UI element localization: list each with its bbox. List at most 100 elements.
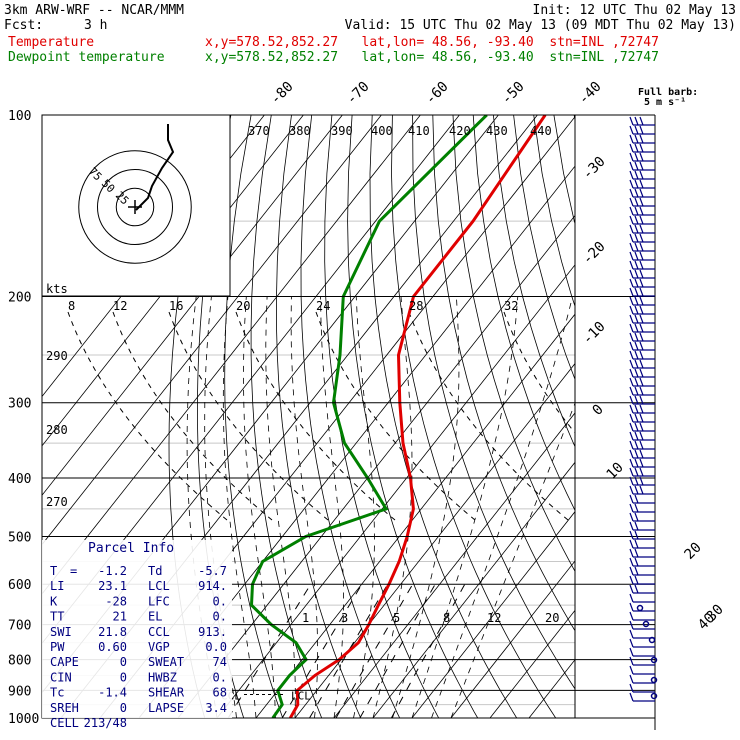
parcel-info-value: 0. bbox=[213, 670, 227, 684]
wind-barb bbox=[629, 584, 655, 594]
isotherm-line bbox=[255, 313, 575, 718]
parcel-info-value: 68 bbox=[213, 686, 227, 700]
temperature-tick-label: -40 bbox=[576, 79, 605, 108]
temperature-tick-label: -70 bbox=[344, 79, 373, 108]
wind-barb bbox=[629, 233, 655, 243]
mixing-ratio-label: 3 bbox=[341, 611, 348, 625]
dry-adiabat-line bbox=[324, 115, 440, 718]
wind-barb bbox=[629, 674, 655, 684]
theta-label: 370 bbox=[248, 124, 270, 138]
wind-barb bbox=[629, 368, 655, 378]
hodograph-box bbox=[41, 114, 231, 297]
temperature-tick-label: 10 bbox=[604, 460, 627, 483]
wind-barb bbox=[629, 314, 655, 324]
wind-barb bbox=[629, 260, 655, 270]
isotherm-line bbox=[450, 560, 575, 718]
dewpoint-location: x,y=578.52,852.27 lat,lon= 48.56, -93.40… bbox=[205, 50, 659, 65]
wind-barb bbox=[629, 458, 655, 468]
wind-barb bbox=[629, 269, 655, 279]
theta-label: 420 bbox=[449, 124, 471, 138]
theta-label: 290 bbox=[46, 349, 68, 363]
moist-adiabat-line bbox=[392, 296, 460, 718]
wind-barb bbox=[629, 548, 655, 558]
theta-label: 280 bbox=[46, 423, 68, 437]
temperature-tick-label: 0 bbox=[590, 402, 607, 419]
valid-time: Valid: 15 UTC Thu 02 May 13 (09 MDT Thu … bbox=[344, 18, 736, 33]
wind-barb bbox=[629, 467, 655, 477]
parcel-info-value: 0. bbox=[213, 610, 227, 624]
wind-barb bbox=[629, 116, 655, 126]
parcel-info-box bbox=[42, 540, 232, 718]
calm-wind-marker bbox=[636, 604, 644, 612]
mixing-ratio-label: 8 bbox=[443, 611, 450, 625]
wind-barb bbox=[629, 638, 655, 648]
pressure-label: 100 bbox=[8, 109, 31, 124]
wind-barb bbox=[629, 683, 655, 693]
pressure-label: 1000 bbox=[8, 712, 39, 727]
parcel-info-value: 21.8 bbox=[98, 625, 127, 639]
wind-speed-label: 32 bbox=[504, 299, 518, 313]
pressure-label: 600 bbox=[8, 578, 31, 593]
wind-barb bbox=[629, 512, 655, 522]
wind-barb bbox=[629, 143, 655, 153]
dry-adiabat-line bbox=[369, 115, 518, 718]
barb-legend-title: Full barb: bbox=[638, 87, 698, 98]
wind-speed-curve bbox=[235, 311, 396, 521]
wind-barb bbox=[629, 530, 655, 540]
mixing-ratio-label: 12 bbox=[487, 611, 501, 625]
wind-barb bbox=[629, 647, 655, 657]
wind-speed-label: 24 bbox=[316, 299, 330, 313]
hodograph-trace bbox=[135, 124, 175, 211]
wind-barb bbox=[629, 593, 655, 603]
wind-barb bbox=[629, 440, 655, 450]
forecast-hours: 3 h bbox=[84, 18, 108, 33]
wind-barb bbox=[629, 197, 655, 207]
wind-barb bbox=[629, 377, 655, 387]
isotherm-line bbox=[294, 362, 575, 718]
calm-wind-marker bbox=[650, 692, 658, 700]
parcel-info-key: PW bbox=[50, 640, 65, 654]
parcel-info-key: SHEAR bbox=[148, 686, 185, 700]
parcel-info-value: -28 bbox=[105, 594, 127, 608]
mixing-ratio-label: 1 bbox=[302, 611, 309, 625]
calm-wind-marker bbox=[650, 676, 658, 684]
temperature-tick-label: -10 bbox=[580, 319, 609, 348]
pressure-label: 300 bbox=[8, 397, 31, 412]
isotherm-line bbox=[42, 115, 382, 546]
temperature-location: x,y=578.52,852.27 lat,lon= 48.56, -93.40… bbox=[205, 35, 659, 50]
parcel-info-key: SWEAT bbox=[148, 655, 184, 669]
parcel-info-value: 0 bbox=[120, 655, 127, 669]
dry-adiabat-line bbox=[300, 115, 401, 718]
wind-barb bbox=[629, 503, 655, 513]
wind-speed-curve bbox=[315, 311, 476, 521]
wind-barb bbox=[629, 485, 655, 495]
parcel-info-key: VGP bbox=[148, 640, 170, 654]
wind-barb bbox=[629, 449, 655, 459]
wind-speed-curve bbox=[67, 311, 228, 521]
calm-wind-marker bbox=[648, 636, 656, 644]
wind-barb bbox=[629, 206, 655, 216]
parcel-info-background bbox=[42, 540, 232, 718]
wind-barb bbox=[629, 134, 655, 144]
dry-adiabat-line bbox=[250, 115, 323, 718]
dry-adiabat-line bbox=[472, 115, 575, 512]
pressure-label: 800 bbox=[8, 654, 31, 669]
wind-barb bbox=[629, 422, 655, 432]
parcel-info-value: 213/48 bbox=[84, 716, 127, 730]
wind-barb bbox=[629, 656, 655, 666]
wind-speed-curve bbox=[112, 311, 273, 521]
wind-barb bbox=[629, 125, 655, 135]
hodograph-ring bbox=[97, 169, 173, 245]
dry-adiabat-line bbox=[432, 115, 575, 632]
wind-units-label: kts bbox=[46, 282, 68, 296]
pressure-label: 200 bbox=[8, 291, 31, 306]
hodograph-ring bbox=[115, 187, 155, 227]
wind-barb bbox=[629, 620, 655, 630]
wind-speed-curve bbox=[503, 311, 575, 434]
dry-adiabat-line bbox=[493, 115, 575, 448]
parcel-info-title: Parcel Info bbox=[88, 541, 174, 556]
dry-adiabat-line bbox=[594, 115, 740, 718]
dry-adiabat-line bbox=[412, 115, 575, 690]
parcel-info-eq: = bbox=[70, 564, 77, 578]
